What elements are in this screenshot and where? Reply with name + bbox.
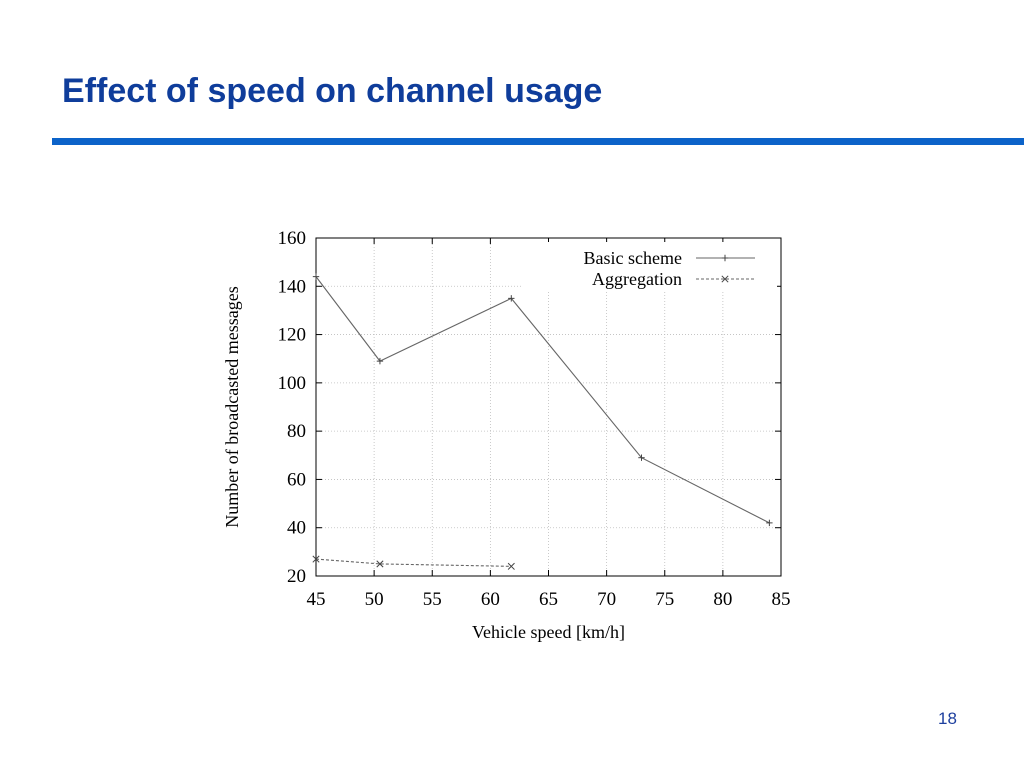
data-point-series-2 — [507, 562, 515, 570]
data-point-series-2 — [376, 560, 384, 568]
x-tick-label: 50 — [365, 589, 384, 610]
series-line-2 — [315, 558, 512, 567]
data-point-series-1 — [638, 454, 645, 461]
data-point-series-1 — [766, 519, 773, 527]
data-point-series-2 — [312, 555, 320, 563]
y-axis-label: Number of broadcasted messages — [222, 286, 242, 527]
y-axis: 20 40 60 80 100 120 140 160 — [278, 228, 781, 587]
x-tick-label: 70 — [597, 589, 616, 610]
data-point-series-1 — [508, 295, 515, 302]
x-tick-label: 65 — [539, 589, 558, 610]
x-tick-label: 60 — [481, 589, 500, 610]
x-tick-label: 75 — [655, 589, 674, 610]
legend-marker — [721, 275, 729, 283]
series-layer — [312, 273, 773, 570]
x-tick-label: 80 — [713, 589, 732, 610]
x-axis-label: Vehicle speed [km/h] — [472, 622, 625, 642]
x-tick-label: 45 — [307, 589, 326, 610]
y-tick-label: 140 — [278, 276, 307, 297]
legend-label: Basic scheme — [584, 248, 682, 268]
y-tick-label: 160 — [278, 228, 307, 249]
y-tick-label: 40 — [287, 518, 306, 539]
series-line-1 — [315, 276, 770, 524]
line-chart: 45 50 55 60 65 70 75 80 85 20406080100120140160 … — [222, 228, 791, 642]
legend-label: Aggregation — [592, 269, 682, 289]
title-underline — [52, 138, 1024, 145]
data-point-series-1 — [312, 273, 320, 280]
y-tick-label: 80 — [287, 421, 306, 442]
x-tick-label: 85 — [772, 589, 791, 610]
y-tick-label: 100 — [278, 373, 307, 394]
data-point-series-1 — [376, 357, 384, 365]
slide-title: Effect of speed on channel usage — [62, 72, 603, 110]
y-tick-label: 120 — [278, 325, 307, 346]
legend-background — [523, 242, 777, 292]
legend-marker — [721, 254, 729, 262]
y-tick-label: 20 — [287, 566, 306, 587]
x-axis: 45 50 55 60 65 70 75 80 85 — [307, 238, 791, 610]
x-tick-label: 55 — [423, 589, 442, 610]
page-number: 18 — [938, 709, 957, 728]
y-tick-label: 60 — [287, 469, 306, 490]
